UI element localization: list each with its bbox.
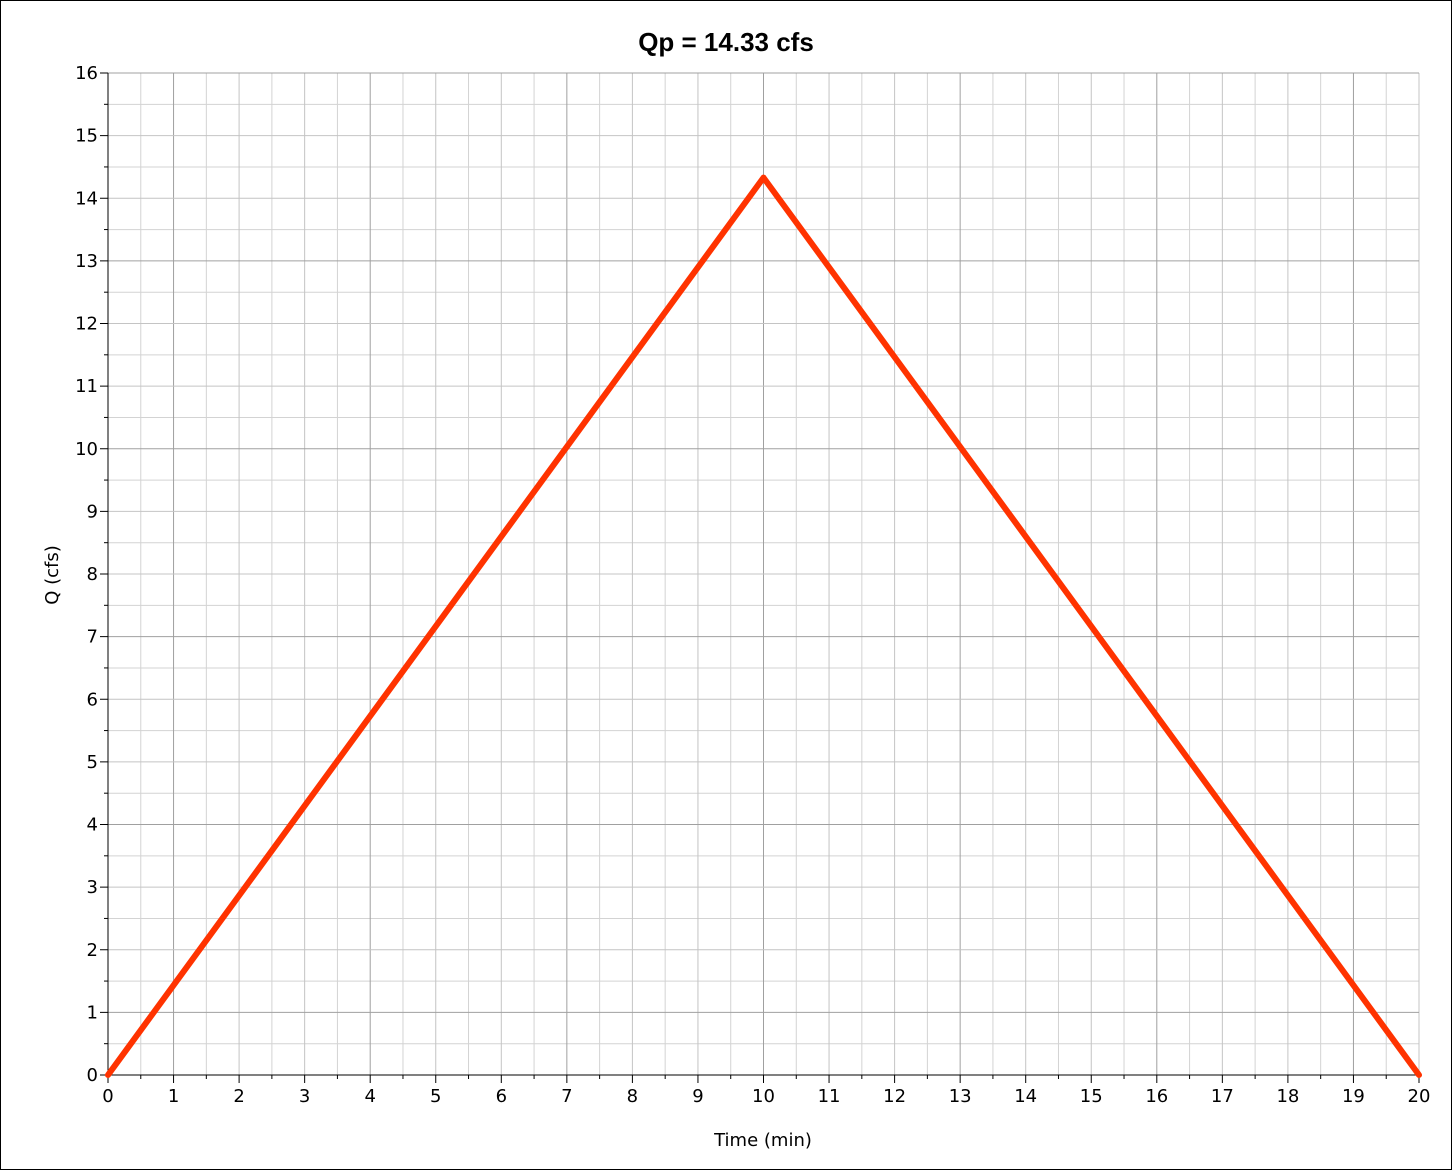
y-tick-label: 8: [87, 564, 98, 585]
y-tick-label: 10: [75, 439, 98, 460]
y-tick-label: 1: [87, 1002, 98, 1023]
y-tick-label: 7: [87, 627, 98, 648]
x-tick-label: 7: [561, 1086, 572, 1107]
x-tick-label: 6: [496, 1086, 507, 1107]
y-tick-label: 11: [75, 376, 98, 397]
y-tick-label: 13: [75, 251, 98, 272]
x-tick-labels: 0 1 2 3 4 5 6 7 8 9 10 11 12 13 14 15 16 17 18 19 20: [102, 1086, 1430, 1107]
x-tick-label: 10: [752, 1086, 775, 1107]
y-tick-label: 12: [75, 314, 98, 335]
x-tick-label: 1: [168, 1086, 179, 1107]
y-tick-label: 6: [87, 689, 98, 710]
axes: [100, 72, 1420, 1083]
y-tick-label: 0: [87, 1065, 98, 1086]
x-tick-label: 15: [1080, 1086, 1103, 1107]
x-tick-label: 20: [1408, 1086, 1431, 1107]
x-tick-label: 13: [949, 1086, 972, 1107]
y-tick-label: 16: [75, 63, 98, 84]
y-tick-label: 5: [87, 752, 98, 773]
x-tick-label: 19: [1342, 1086, 1365, 1107]
grid-major: [108, 72, 1420, 1075]
x-tick-label: 3: [299, 1086, 310, 1107]
series-layer: [105, 174, 1422, 1078]
x-tick-label: 4: [364, 1086, 375, 1107]
x-tick-label: 0: [102, 1086, 113, 1107]
y-tick-label: 9: [87, 501, 98, 522]
y-tick-label: 4: [87, 815, 98, 836]
x-axis-label: Time (min): [713, 1130, 812, 1151]
x-tick-label: 17: [1211, 1086, 1234, 1107]
x-tick-label: 9: [692, 1086, 703, 1107]
x-tick-label: 14: [1014, 1086, 1037, 1107]
x-tick-label: 2: [233, 1086, 244, 1107]
x-tick-label: 11: [818, 1086, 841, 1107]
series-line-hydrograph: [105, 174, 1422, 1078]
y-tick-label: 15: [75, 126, 98, 147]
x-tick-label: 5: [430, 1086, 441, 1107]
y-axis-label: Q (cfs): [42, 545, 63, 605]
y-tick-label: 14: [75, 188, 98, 209]
x-tick-label: 8: [627, 1086, 638, 1107]
y-tick-label: 2: [87, 940, 98, 961]
x-tick-label: 12: [883, 1086, 906, 1107]
x-tick-label: 18: [1276, 1086, 1299, 1107]
x-tick-label: 16: [1145, 1086, 1168, 1107]
y-tick-label: 3: [87, 877, 98, 898]
chart-title: Qp = 14.33 cfs: [638, 27, 814, 57]
